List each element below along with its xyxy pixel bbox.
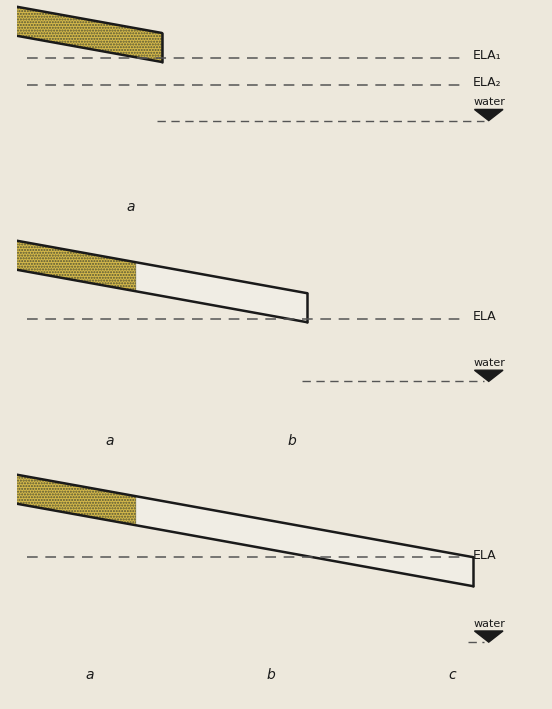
Text: ELA: ELA (473, 549, 497, 562)
Text: a: a (85, 669, 93, 682)
Text: ELA: ELA (473, 310, 497, 323)
Text: water: water (473, 97, 505, 107)
Text: a: a (106, 435, 114, 448)
Text: water: water (473, 619, 505, 629)
Text: b: b (287, 435, 296, 448)
Text: ELA₁: ELA₁ (473, 50, 502, 62)
Polygon shape (475, 370, 503, 381)
Text: a: a (126, 201, 135, 214)
Polygon shape (17, 240, 136, 291)
Text: c: c (449, 669, 457, 682)
Polygon shape (475, 631, 503, 642)
Text: b: b (267, 669, 275, 682)
Polygon shape (17, 474, 136, 525)
Polygon shape (475, 109, 503, 121)
Polygon shape (136, 496, 473, 586)
Polygon shape (17, 6, 162, 62)
Text: ELA₂: ELA₂ (473, 76, 502, 89)
Polygon shape (136, 262, 307, 322)
Text: water: water (473, 358, 505, 368)
